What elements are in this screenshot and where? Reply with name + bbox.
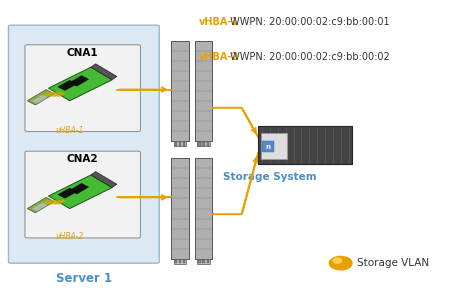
Bar (179, 142, 181, 145)
Circle shape (333, 258, 342, 263)
Text: vHBA-2: vHBA-2 (55, 232, 84, 241)
Polygon shape (58, 188, 77, 198)
Polygon shape (56, 92, 66, 96)
Polygon shape (32, 202, 47, 211)
Polygon shape (41, 92, 51, 96)
Polygon shape (91, 64, 117, 80)
Bar (202, 142, 205, 145)
Bar (183, 260, 185, 263)
Polygon shape (45, 200, 55, 204)
Polygon shape (70, 183, 89, 194)
Bar (198, 260, 201, 263)
Bar (262, 141, 274, 152)
Circle shape (329, 256, 352, 270)
Bar (195, 158, 212, 259)
FancyBboxPatch shape (9, 25, 159, 263)
Polygon shape (53, 92, 62, 96)
Text: vHBA-1: vHBA-1 (55, 126, 84, 135)
Bar (207, 260, 209, 263)
Bar (198, 142, 201, 145)
Polygon shape (41, 200, 51, 204)
Bar (197, 259, 210, 264)
Bar (171, 41, 189, 141)
Bar (173, 141, 186, 146)
Polygon shape (48, 67, 112, 101)
FancyBboxPatch shape (25, 151, 140, 238)
Text: CNA2: CNA2 (67, 154, 99, 164)
Bar (183, 142, 185, 145)
Polygon shape (32, 95, 47, 104)
Text: vHBA-1: vHBA-1 (199, 17, 239, 27)
Polygon shape (70, 75, 89, 86)
Bar (197, 141, 210, 146)
Polygon shape (58, 80, 77, 90)
Polygon shape (91, 172, 117, 187)
Polygon shape (49, 200, 58, 204)
Polygon shape (56, 200, 66, 204)
Bar (174, 260, 177, 263)
Bar (202, 260, 205, 263)
Bar (173, 259, 186, 264)
FancyBboxPatch shape (25, 45, 140, 132)
Text: n: n (265, 144, 270, 150)
Bar (258, 126, 353, 164)
Text: WWPN: 20:00:00:02:c9:bb:00:02: WWPN: 20:00:00:02:c9:bb:00:02 (227, 52, 389, 62)
Polygon shape (53, 200, 62, 204)
Polygon shape (45, 92, 55, 96)
Text: CNA1: CNA1 (67, 48, 99, 58)
Bar (195, 41, 212, 141)
Text: Storage VLAN: Storage VLAN (357, 258, 429, 268)
Polygon shape (48, 175, 112, 209)
Text: vHBA-2: vHBA-2 (199, 52, 239, 62)
Bar (207, 142, 209, 145)
Text: WWPN: 20:00:00:02:c9:bb:00:01: WWPN: 20:00:00:02:c9:bb:00:01 (227, 17, 389, 27)
Bar (179, 260, 181, 263)
Polygon shape (27, 197, 54, 213)
Polygon shape (27, 90, 54, 105)
Bar (174, 142, 177, 145)
Bar (171, 158, 189, 259)
Bar (261, 133, 287, 159)
Text: Server 1: Server 1 (56, 272, 112, 285)
Text: Storage System: Storage System (223, 172, 317, 182)
Polygon shape (49, 92, 58, 96)
